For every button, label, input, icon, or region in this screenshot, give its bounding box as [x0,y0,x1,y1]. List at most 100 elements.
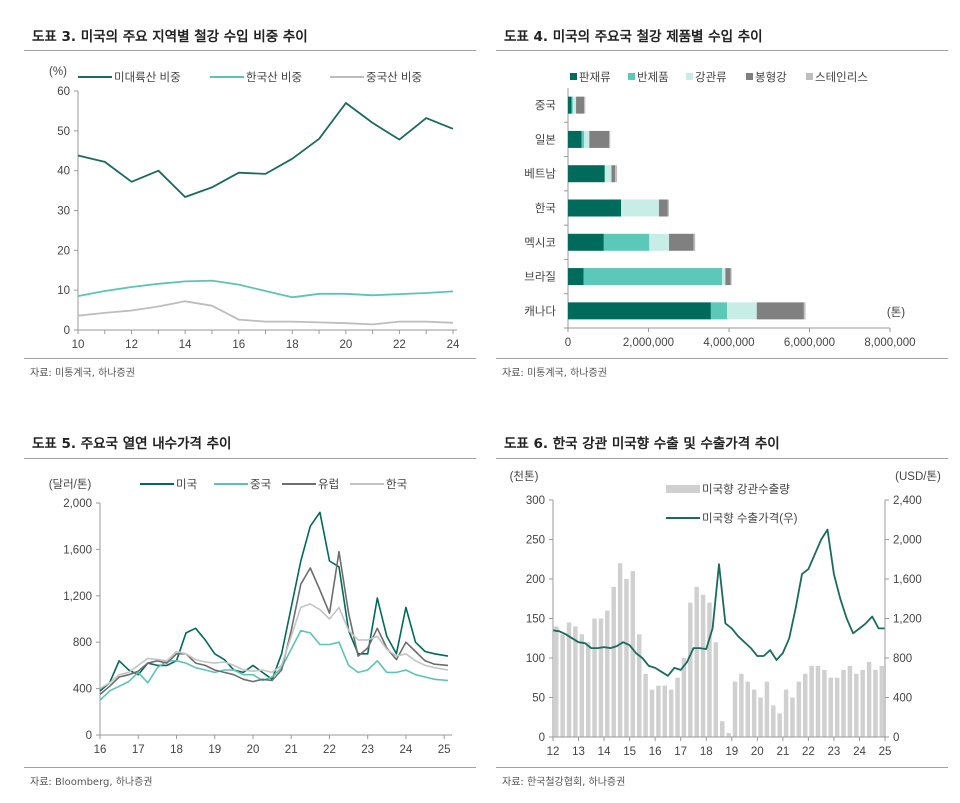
legend-label: 한국 [386,478,407,491]
export-volume-bar [873,669,878,737]
y-tick-label: 400 [73,684,92,696]
export-volume-bar [847,665,853,737]
y-tick-label: 30 [57,206,70,218]
right-y-tick-label: 2,400 [893,495,922,507]
legend-label: 한국산 비중 [246,71,302,84]
bar-segment-1 [568,268,584,286]
legend-label: 강관류 [695,71,727,84]
export-volume-bar [815,665,821,737]
legend-label: 판재류 [579,71,611,84]
x-tick-label: 25 [438,744,451,756]
export-volume-bar [841,669,846,737]
legend-swatch [666,485,700,493]
y-tick-label: 20 [57,245,70,257]
bar-segment-5 [615,165,618,183]
figure-6-chart: 0 50 100 150 200 250 300 0 400 800 1,200 1,600 2,000… [510,469,941,758]
legend-swatch [746,73,753,80]
export-volume-bar [854,673,859,737]
right-y-tick-label: 0 [893,732,899,744]
x-tick-label: 17 [132,744,145,756]
figure-title: 도표 4. 미국의 주요국 철강 제품별 수입 추이 [504,29,763,45]
export-volume-bar [726,733,731,737]
export-volume-bar [834,677,840,737]
x-tick-label: 16 [649,746,662,758]
figure-title: 도표 3. 미국의 주요 지역별 철강 수입 비중 추이 [32,29,308,45]
left-y-tick-label: 250 [526,535,545,547]
y-tick-label: 0 [64,325,70,337]
x-tick-label: 16 [232,339,245,351]
divider [24,50,476,51]
x-tick-label: 22 [393,339,406,351]
legend-swatch [686,73,693,80]
y-tick-label: 40 [57,166,70,178]
x-tick-label: 14 [179,339,192,351]
source-note: 자료: 미통계국, 하나증권 [30,368,135,379]
export-volume-bar [751,689,757,737]
legend-swatch [628,73,635,80]
export-volume-bar [688,602,693,737]
legend-label: 중국 [250,479,271,491]
legend-swatch [806,73,813,80]
category-label: 중국 [535,100,556,112]
legend-label: 중국산 비중 [366,71,422,84]
divider [496,458,948,459]
x-tick-label: 14 [598,746,611,758]
bar-segment-5 [730,268,732,286]
bar-segment-1 [568,199,622,217]
x-tick-label: 13 [572,746,585,758]
export-volume-bar [707,602,712,737]
export-volume-bar [554,626,559,737]
legend-swatch [570,73,577,80]
export-volume-bar [700,594,706,737]
export-volume-bar [739,673,744,737]
x-tick-label: 18 [170,744,183,756]
export-volume-bar [809,665,814,737]
export-volume-bar [860,669,865,737]
x-tick-label: 23 [361,744,374,756]
x-tick-label: 19 [725,746,738,758]
figure-4-chart: 0 2,000,000 4,000,000 6,000,000 8,000,000 중국일… [524,71,915,349]
export-volume-bar [783,689,789,737]
left-y-tick-label: 200 [526,574,545,586]
export-volume-bar [605,610,610,737]
export-volume-bar [732,681,738,737]
bar-segment-3 [722,268,726,286]
bar-segment-4 [658,199,668,217]
export-volume-bar [822,669,827,737]
bar-segment-4 [589,130,610,148]
x-tick-label: 24 [447,339,460,351]
export-volume-bar [694,586,699,737]
y-tick-label: 60 [57,86,70,98]
export-volume-bar [713,642,719,737]
x-tick-label: 12 [125,339,138,351]
bar-segment-3 [726,302,757,320]
export-volume-bar [662,685,668,737]
bar-segment-3 [584,130,590,148]
left-y-tick-label: 150 [526,614,545,626]
bar-segment-1 [568,302,711,320]
bar-segment-4 [756,302,804,320]
bar-segment-1 [568,165,605,183]
export-volume-bar [598,618,604,737]
x-tick-label: 24 [853,746,866,758]
source-note: 자료: 미통계국, 하나증권 [502,368,607,379]
category-label: 멕시코 [524,236,556,249]
category-label: 일본 [535,132,556,146]
y-tick-label: 0 [86,730,92,742]
series-line-2 [99,629,449,701]
bar-segment-4 [611,165,616,183]
export-volume-bar [675,677,680,737]
x-tick-label: 24 [400,744,413,756]
y-tick-label: 800 [73,637,92,649]
bar-segment-2 [603,233,650,251]
bar-segment-5 [584,96,586,114]
figure-3-panel: 도표 3. 미국의 주요 지역별 철강 수입 비중 추이 0 10 20 30 40 50… [24,0,476,390]
x-tick-label: 17 [674,746,687,758]
export-volume-bar [764,681,770,737]
divider [24,767,476,768]
source-note: 자료: Bloomberg, 하나증권 [30,777,153,788]
x-tick-label: 10 [72,339,85,351]
x-tick-label: 22 [802,746,815,758]
figure-title: 도표 5. 주요국 열연 내수가격 추이 [32,436,232,452]
